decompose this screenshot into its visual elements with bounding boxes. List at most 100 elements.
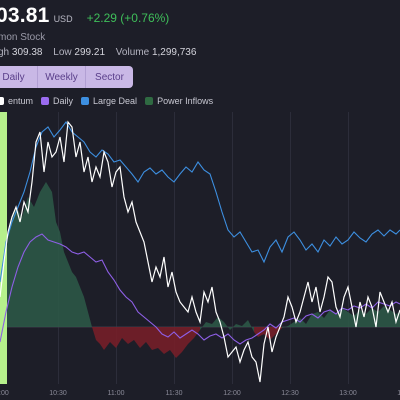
x-axis-ticks: 10:00 10:30 11:00 11:30 12:00 12:30 13:00 13:30	[0, 390, 400, 397]
legend-label-daily: Daily	[53, 96, 74, 106]
inflow-segment	[140, 327, 146, 348]
inflow-segment	[270, 327, 276, 340]
inflow-segment	[96, 327, 100, 344]
inflow-segment	[200, 322, 206, 330]
inflow-segment	[72, 272, 76, 327]
inflow-segment	[348, 312, 354, 327]
inflow-segment	[306, 314, 312, 327]
x-tick-label: 10:00	[0, 390, 9, 397]
price-row: 03.81 USD +2.29 (+0.76%)	[0, 4, 169, 28]
inflow-segment	[88, 312, 92, 327]
inflow-segment	[176, 327, 182, 358]
inflow-segment	[242, 320, 248, 327]
low-value: 299.21	[74, 47, 106, 58]
tab-daily[interactable]: Daily	[0, 66, 38, 88]
inflow-segment	[128, 327, 134, 344]
x-tick-label: 13:30	[397, 390, 400, 397]
inflow-segment	[182, 327, 188, 352]
inflow-segment	[366, 308, 372, 327]
inflow-segment	[60, 232, 64, 327]
inflow-segment	[236, 324, 242, 327]
low-label: Low	[53, 47, 72, 58]
tab-sector[interactable]: Sector	[95, 71, 124, 83]
inflow-segment	[46, 182, 52, 327]
inflow-segment	[122, 327, 128, 344]
inflow-segment	[312, 312, 318, 327]
x-tick-label: 12:00	[223, 390, 241, 397]
legend-item-daily[interactable]: Daily	[41, 96, 73, 106]
inflow-segment	[342, 308, 348, 327]
legend-label-power-inflows: Power Inflows	[157, 96, 214, 106]
inflow-segment	[64, 252, 68, 327]
volume-label: Volume	[115, 47, 150, 58]
stock-type-label: mon Stock	[0, 32, 46, 43]
power-inflows-area	[0, 182, 400, 358]
inflow-segment	[100, 327, 104, 350]
x-tick-label: 13:00	[339, 390, 357, 397]
inflow-segment	[110, 327, 116, 348]
inflow-segment	[116, 327, 122, 348]
current-price: 03.81	[0, 4, 50, 27]
inflow-segment	[84, 297, 88, 327]
inflow-segment	[170, 327, 176, 358]
legend-item-momentum[interactable]: entum	[0, 96, 33, 106]
inflow-segment	[80, 287, 84, 327]
inflow-segment	[28, 197, 34, 327]
inflow-segment	[282, 326, 288, 328]
inflow-segment	[378, 306, 384, 327]
inflow-segment	[188, 327, 194, 344]
inflow-segment	[146, 327, 152, 350]
legend-swatch-power-inflows	[145, 97, 154, 105]
x-tick-label: 12:30	[281, 390, 299, 397]
x-tick-label: 11:30	[166, 390, 183, 397]
price-stats: gh 309.38 Low 299.21 Volume 1,299,736	[0, 47, 204, 58]
inflow-segment	[16, 207, 22, 327]
inflow-segment	[194, 327, 200, 338]
chart-grid	[0, 112, 400, 384]
inflow-segment	[230, 324, 236, 330]
inflow-segment	[92, 327, 96, 340]
inflow-segment	[248, 320, 254, 332]
inflow-segment	[164, 327, 170, 354]
inflow-segment	[68, 262, 72, 327]
tab-weekly[interactable]: Weekly	[38, 66, 86, 88]
inflow-segment	[396, 312, 400, 327]
period-tabs: Daily Weekly Sector	[0, 66, 133, 88]
inflow-segment	[40, 182, 46, 327]
inflow-segment	[212, 317, 218, 327]
daily-line	[0, 233, 400, 345]
inflow-segment	[56, 222, 60, 327]
inflow-segment	[22, 197, 28, 327]
high-value: 309.38	[11, 47, 43, 58]
inflow-segment	[324, 310, 330, 327]
volume-value: 1,299,736	[151, 47, 197, 58]
inflow-segment	[134, 327, 140, 348]
price-change: +2.29 (+0.76%)	[86, 11, 170, 25]
high-label: gh	[0, 47, 10, 58]
inflow-segment	[34, 192, 40, 327]
inflow-segment	[104, 327, 110, 350]
inflow-segment	[224, 322, 230, 330]
legend-swatch-momentum	[0, 97, 4, 105]
chart-legend: entum Daily Large Deal Power Inflows	[0, 96, 221, 106]
x-tick-label: 10:30	[49, 390, 67, 397]
chart-canvas: 10:00 10:30 11:00 11:30 12:00 12:30 13:00 13:30	[0, 112, 400, 397]
legend-item-power-inflows[interactable]: Power Inflows	[145, 96, 213, 106]
legend-swatch-daily	[41, 97, 50, 105]
inflow-segment	[294, 318, 300, 327]
legend-label-momentum: entum	[8, 96, 34, 106]
currency-label: USD	[53, 14, 73, 24]
inflow-segment	[76, 277, 80, 327]
time-highlight-bar	[0, 112, 7, 384]
momentum-line	[0, 120, 400, 383]
quote-header: 03.81 USD +2.29 (+0.76%) mon Stock gh 30…	[0, 0, 400, 62]
inflow-segment	[330, 310, 336, 327]
legend-swatch-large-deal	[81, 97, 90, 105]
inflow-segment	[52, 192, 56, 327]
large-deal-line	[0, 121, 400, 283]
inflow-segment	[152, 327, 158, 350]
legend-item-large-deal[interactable]: Large Deal	[81, 96, 137, 106]
inflow-segment	[206, 322, 212, 327]
legend-label-large-deal: Large Deal	[93, 96, 138, 106]
intraday-chart[interactable]: 10:00 10:30 11:00 11:30 12:00 12:30 13:00 13:30	[0, 112, 400, 400]
